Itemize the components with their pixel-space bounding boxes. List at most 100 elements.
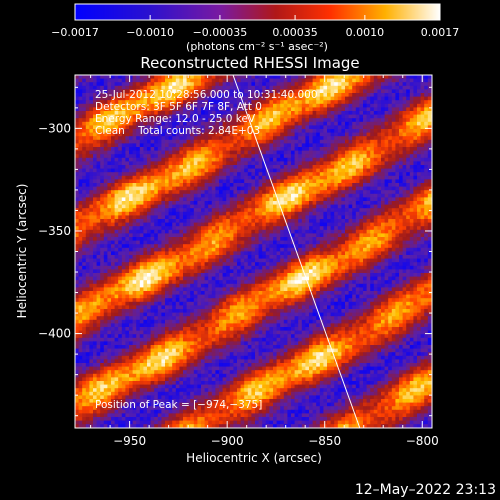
- heatmap-cell: [132, 147, 137, 151]
- heatmap-cell: [197, 172, 202, 177]
- heatmap-cell: [366, 179, 371, 184]
- heatmap-cell: [251, 147, 256, 151]
- heatmap-cell: [157, 247, 162, 252]
- heatmap-cell: [319, 129, 324, 133]
- heatmap-cell: [125, 201, 130, 205]
- heatmap-cell: [211, 118, 216, 123]
- heatmap-cell: [175, 136, 180, 141]
- heatmap-cell: [366, 168, 371, 173]
- heatmap-cell: [402, 247, 407, 252]
- heatmap-cell: [197, 190, 202, 195]
- heatmap-cell: [143, 85, 148, 90]
- heatmap-cell: [154, 229, 159, 234]
- heatmap-cell: [136, 118, 141, 123]
- heatmap-cell: [125, 179, 130, 184]
- heatmap-cell: [157, 237, 162, 241]
- heatmap-cell: [226, 93, 231, 97]
- heatmap-cell: [179, 168, 184, 173]
- heatmap-cell: [330, 82, 335, 87]
- heatmap-cell: [161, 247, 166, 252]
- heatmap-cell: [355, 139, 360, 144]
- heatmap-cell: [373, 244, 378, 249]
- heatmap-cell: [204, 222, 209, 227]
- heatmap-cell: [255, 75, 259, 79]
- heatmap-cell: [319, 237, 324, 241]
- heatmap-cell: [309, 168, 313, 173]
- heatmap-cell: [186, 150, 191, 155]
- heatmap-cell: [118, 121, 123, 126]
- heatmap-cell: [345, 190, 349, 195]
- heatmap-cell: [208, 247, 213, 252]
- heatmap-cell: [334, 103, 339, 108]
- heatmap-cell: [323, 150, 328, 155]
- heatmap-cell: [93, 154, 97, 159]
- heatmap-cell: [337, 201, 342, 205]
- heatmap-cell: [305, 154, 310, 159]
- heatmap-cell: [402, 136, 407, 141]
- heatmap-cell: [352, 179, 357, 184]
- heatmap-cell: [89, 233, 94, 238]
- heatmap-cell: [377, 222, 382, 227]
- heatmap-cell: [143, 150, 148, 155]
- heatmap-cell: [78, 233, 83, 238]
- heatmap-cell: [226, 222, 231, 227]
- heatmap-cell: [107, 147, 112, 151]
- heatmap-cell: [179, 75, 184, 79]
- heatmap-cell: [118, 96, 123, 101]
- heatmap-cell: [381, 111, 385, 115]
- heatmap-cell: [150, 154, 155, 159]
- heatmap-cell: [154, 204, 159, 209]
- heatmap-cell: [255, 229, 259, 234]
- heatmap-cell: [150, 150, 155, 155]
- heatmap-cell: [262, 139, 267, 144]
- heatmap-cell: [100, 237, 105, 241]
- heatmap-cell: [345, 78, 349, 83]
- heatmap-cell: [276, 143, 281, 148]
- heatmap-cell: [132, 165, 137, 169]
- heatmap-cell: [78, 219, 83, 223]
- heatmap-cell: [262, 111, 267, 115]
- heatmap-cell: [244, 121, 249, 126]
- heatmap-cell: [359, 244, 364, 249]
- heatmap-cell: [427, 211, 432, 216]
- heatmap-cell: [283, 179, 288, 184]
- heatmap-cell: [291, 183, 295, 187]
- heatmap-cell: [211, 139, 216, 144]
- heatmap-cell: [107, 114, 112, 119]
- heatmap-cell: [143, 229, 148, 234]
- heatmap-cell: [395, 211, 400, 216]
- heatmap-cell: [312, 157, 317, 162]
- heatmap-cell: [287, 96, 292, 101]
- heatmap-cell: [114, 211, 119, 216]
- heatmap-cell: [255, 136, 259, 141]
- heatmap-cell: [165, 75, 169, 79]
- heatmap-cell: [197, 240, 202, 245]
- heatmap-cell: [341, 247, 346, 252]
- heatmap-cell: [334, 165, 339, 169]
- heatmap-cell: [172, 75, 177, 79]
- heatmap-cell: [82, 233, 87, 238]
- heatmap-cell: [373, 219, 378, 223]
- heatmap-cell: [255, 222, 259, 227]
- heatmap-cell: [355, 215, 360, 220]
- heatmap-cell: [305, 247, 310, 252]
- heatmap-cell: [316, 168, 321, 173]
- heatmap-cell: [96, 150, 101, 155]
- heatmap-cell: [435, 89, 439, 93]
- heatmap-cell: [291, 168, 295, 173]
- heatmap-cell: [229, 103, 234, 108]
- heatmap-cell: [118, 240, 123, 245]
- heatmap-cell: [413, 229, 418, 234]
- heatmap-cell: [82, 147, 87, 151]
- heatmap-cell: [384, 129, 389, 133]
- heatmap-cell: [334, 226, 339, 231]
- heatmap-cell: [381, 93, 385, 97]
- heatmap-cell: [377, 125, 382, 130]
- heatmap-cell: [244, 226, 249, 231]
- heatmap-cell: [327, 111, 331, 115]
- heatmap-cell: [435, 158, 439, 162]
- heatmap-cell: [89, 82, 94, 87]
- heatmap-cell: [399, 215, 403, 220]
- heatmap-cell: [384, 107, 389, 112]
- heatmap-cell: [312, 85, 317, 90]
